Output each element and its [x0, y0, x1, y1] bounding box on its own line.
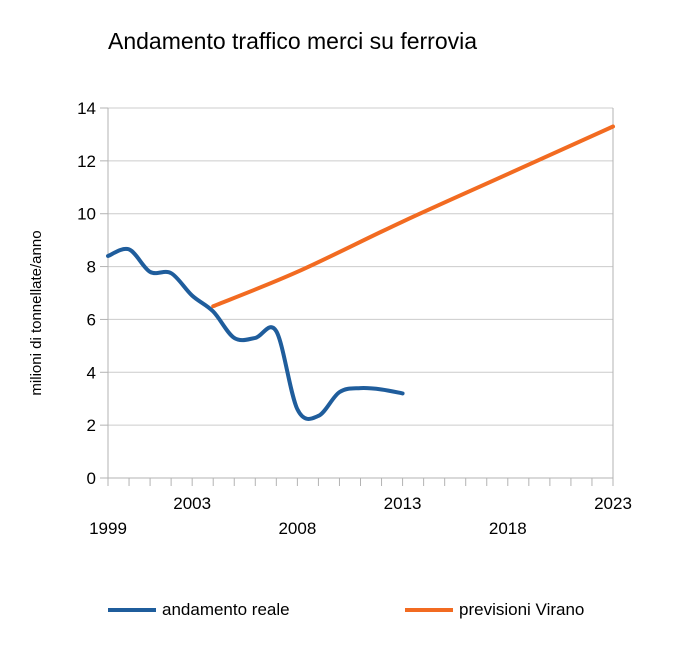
y-tick-label: 14 [77, 99, 96, 118]
y-tick-label: 6 [87, 310, 96, 329]
legend-item-previsioni-virano: previsioni Virano [405, 600, 584, 620]
y-axis-label: milioni di tonnellate/anno [28, 230, 45, 395]
legend-label: previsioni Virano [459, 600, 585, 619]
series-line-previsioni-virano [211, 124, 615, 309]
y-tick-label: 0 [87, 469, 96, 488]
gridlines [108, 107, 613, 426]
legend-swatch-orange [405, 608, 453, 612]
series-lines [106, 124, 615, 421]
y-tick-label: 2 [87, 416, 96, 435]
legend-label: andamento reale [162, 600, 290, 619]
tick-labels: 0 2 4 6 8 10 12 14 2003 2013 2023 1999 2008 2018 [77, 99, 632, 538]
y-tick-label: 10 [77, 205, 96, 224]
y-tick-label: 12 [77, 152, 96, 171]
x-tick-label: 1999 [89, 519, 127, 538]
y-tick-label: 8 [87, 258, 96, 277]
legend-item-andamento-reale: andamento reale [108, 600, 290, 620]
axes [100, 107, 614, 486]
x-tick-label: 2013 [384, 494, 422, 513]
x-tick-label: 2023 [594, 494, 632, 513]
y-tick-label: 4 [87, 363, 96, 382]
chart-title: Andamento traffico merci su ferrovia [108, 28, 478, 54]
x-tick-label: 2003 [173, 494, 211, 513]
x-tick-label: 2018 [489, 519, 527, 538]
legend-swatch-blue [108, 608, 156, 612]
x-tick-label: 2008 [278, 519, 316, 538]
series-line-andamento-reale [106, 246, 405, 421]
